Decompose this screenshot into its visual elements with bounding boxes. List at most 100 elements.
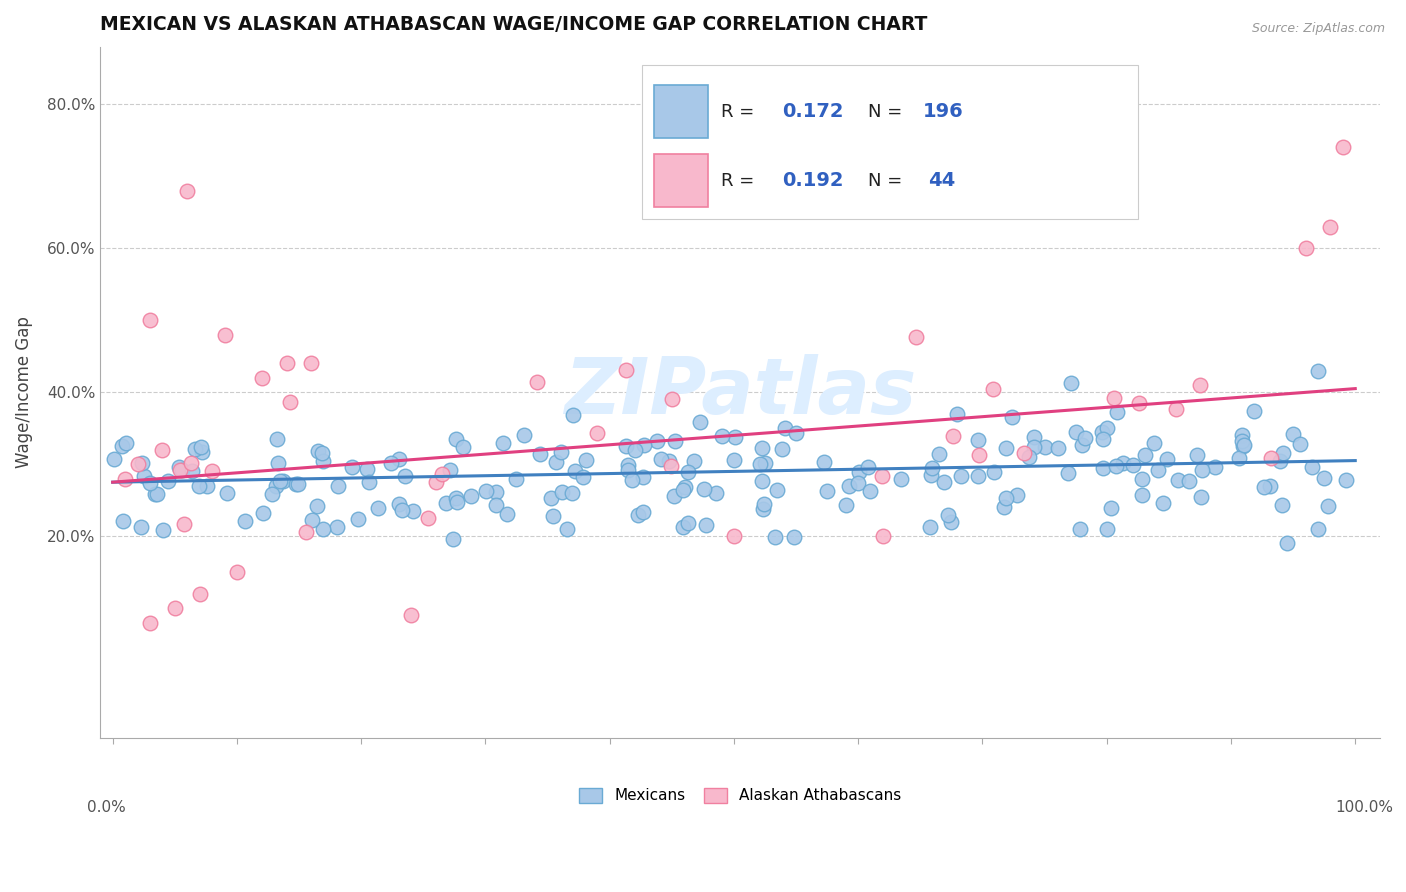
Point [114,436,136,450]
Point [1331,140,1354,154]
Point [920,467,942,482]
Point [1022,430,1045,444]
Point [1105,405,1128,419]
FancyBboxPatch shape [654,154,709,207]
Point [167,460,190,475]
Text: 0.192: 0.192 [782,171,844,190]
Point [190,440,212,454]
Point [311,446,333,460]
Point [267,456,290,470]
Point [143,487,166,501]
Point [347,512,370,526]
Point [475,483,498,498]
Point [751,441,773,455]
Text: 196: 196 [924,102,965,121]
Point [114,472,136,486]
Point [950,469,973,483]
Point [1316,499,1339,513]
Point [921,461,943,475]
Point [631,505,654,519]
Point [1069,522,1091,536]
Point [1271,446,1294,460]
Point [658,454,681,468]
Point [617,463,640,477]
Point [1073,431,1095,445]
Point [492,435,515,450]
Point [938,508,960,522]
Point [904,330,927,344]
Point [813,455,835,469]
Point [301,356,323,370]
FancyBboxPatch shape [654,86,709,138]
Text: N =: N = [868,103,908,120]
Point [301,513,323,527]
Point [1018,450,1040,464]
Point [1130,488,1153,502]
Point [416,511,439,525]
Point [157,474,180,488]
Point [526,375,548,389]
Point [284,476,307,491]
Point [264,479,287,493]
Point [1099,500,1122,515]
Point [1232,434,1254,448]
Point [993,500,1015,514]
Text: R =: R = [721,103,761,120]
Point [1122,458,1144,472]
Point [150,442,173,457]
Point [624,442,647,457]
Point [1253,480,1275,494]
Point [326,520,349,534]
Point [676,465,699,479]
FancyBboxPatch shape [641,64,1139,219]
Point [1152,495,1174,509]
Point [1064,425,1087,439]
Point [176,184,198,198]
Point [1007,488,1029,502]
Point [1156,451,1178,466]
Point [815,483,838,498]
Point [110,439,132,453]
Point [439,463,461,477]
Point [1095,522,1118,536]
Point [380,456,402,470]
Text: N =: N = [868,172,908,190]
Point [1164,401,1187,416]
Point [1275,536,1298,550]
Point [1258,478,1281,492]
Point [191,445,214,459]
Point [1189,377,1212,392]
Point [872,529,894,543]
Point [278,395,301,409]
Text: MEXICAN VS ALASKAN ATHABASCAN WAGE/INCOME GAP CORRELATION CHART: MEXICAN VS ALASKAN ATHABASCAN WAGE/INCOM… [100,15,928,34]
Point [1232,428,1254,442]
Point [586,425,609,440]
Point [430,467,453,481]
Point [1056,466,1078,480]
Point [614,363,637,377]
Point [856,460,879,475]
Point [446,495,468,509]
Point [169,462,191,476]
Point [152,523,174,537]
Point [434,496,457,510]
Point [659,458,682,473]
Point [1147,463,1170,477]
Point [564,464,586,478]
Point [1091,425,1114,439]
Point [1204,459,1226,474]
Point [633,470,655,484]
Point [711,429,734,443]
Point [683,454,706,468]
Point [932,475,955,489]
Point [689,415,711,429]
Point [443,532,465,546]
Point [1306,522,1329,536]
Point [835,499,858,513]
Point [1233,438,1256,452]
Point [695,518,717,533]
Point [749,457,772,471]
Point [287,477,309,491]
Point [367,501,389,516]
Point [1227,451,1250,466]
